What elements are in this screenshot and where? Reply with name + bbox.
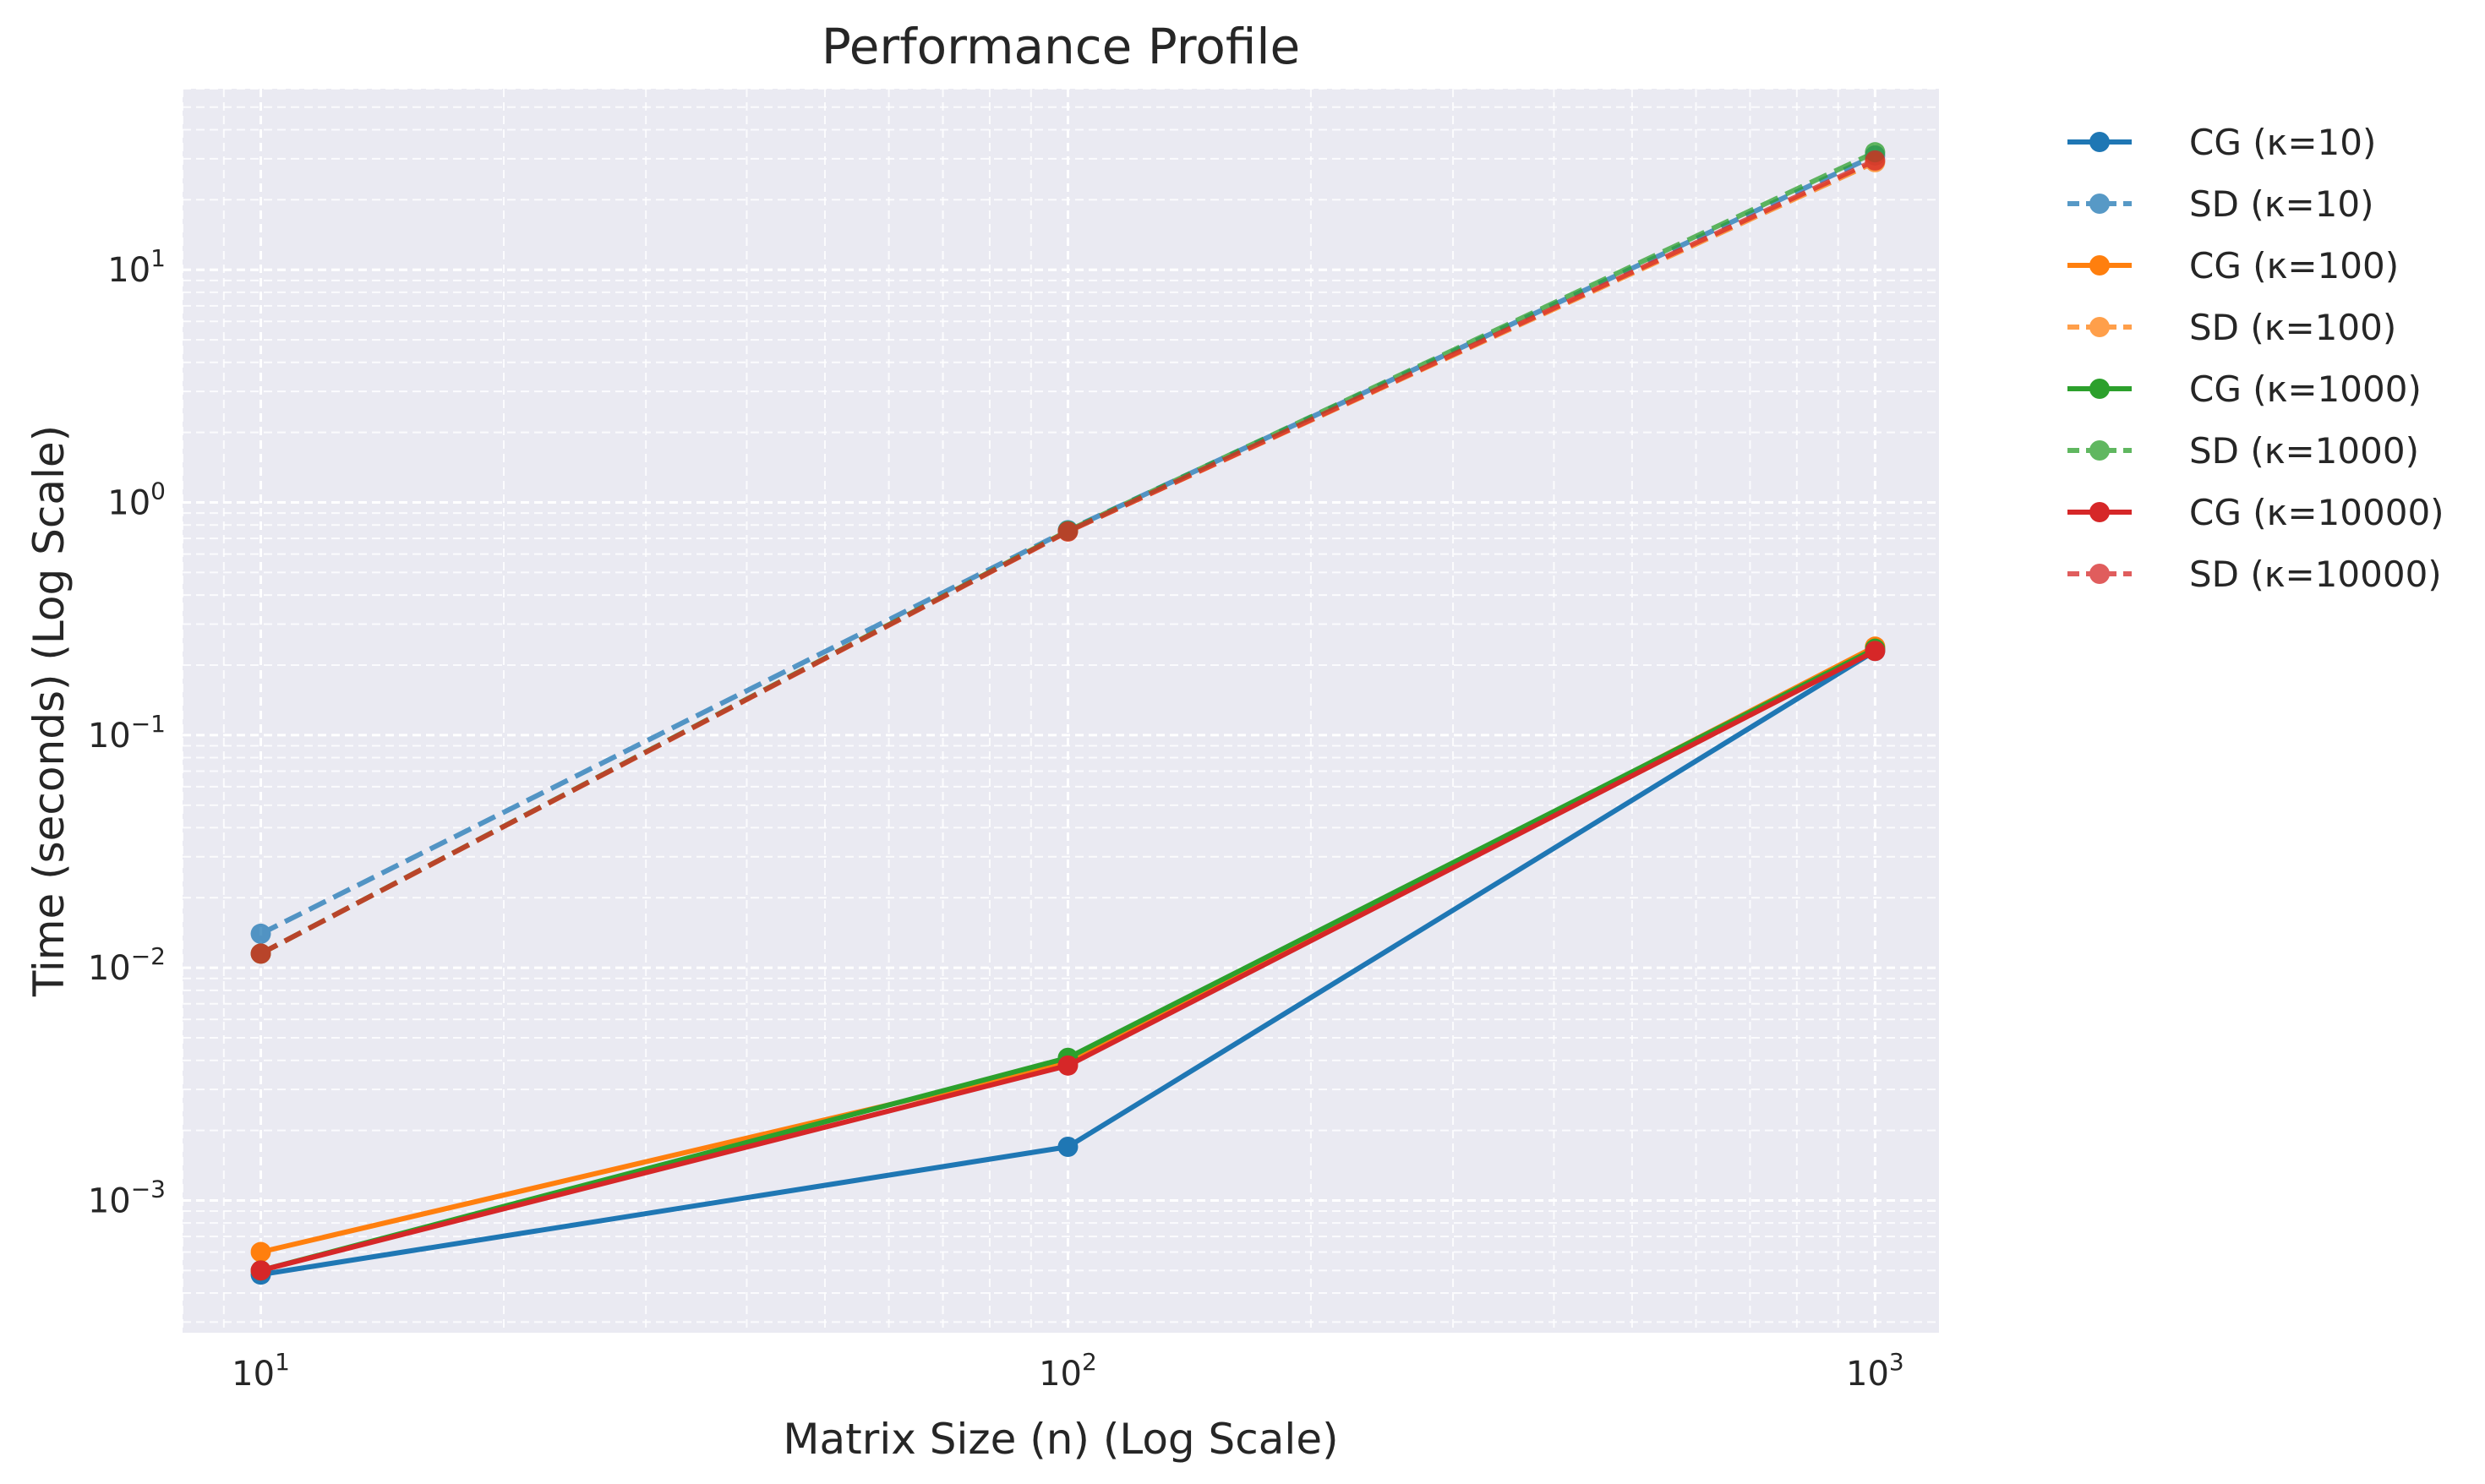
- y-tick-label: 101: [107, 244, 166, 290]
- legend-swatch-marker: [2089, 502, 2110, 522]
- series-6: [250, 641, 1886, 1281]
- series-7: [250, 150, 1886, 964]
- x-tick-label: 101: [232, 1348, 290, 1394]
- legend-label: CG (κ=100): [2189, 245, 2399, 286]
- legend-swatch-marker: [2089, 379, 2110, 399]
- data-point: [1057, 1055, 1079, 1076]
- legend-item: [2067, 317, 2132, 337]
- legend-label: CG (κ=10): [2189, 122, 2376, 163]
- legend-swatch-marker: [2089, 317, 2110, 337]
- legend-label: SD (κ=10000): [2189, 554, 2442, 595]
- data-point: [250, 1260, 271, 1281]
- y-axis-label: Time (seconds) (Log Scale): [25, 425, 74, 997]
- tick-labels: 101 102 103 10−3 10−2 10−1 100 101: [88, 244, 1904, 1394]
- legend-item: [2067, 379, 2132, 399]
- data-point: [250, 1241, 271, 1263]
- legend-item: [2067, 440, 2132, 461]
- x-axis-label: Matrix Size (n) (Log Scale): [783, 1415, 1338, 1464]
- legend-item: [2067, 132, 2132, 152]
- x-tick-label: 102: [1039, 1348, 1097, 1394]
- series-lines: [250, 142, 1886, 1285]
- legend-label: SD (κ=1000): [2189, 430, 2419, 472]
- data-point: [1865, 641, 1886, 662]
- legend-swatch-marker: [2089, 194, 2110, 214]
- legend-swatch-marker: [2089, 564, 2110, 584]
- legend: CG (κ=10) SD (κ=10) CG (κ=100) SD (κ=100) CG…: [2067, 122, 2444, 595]
- y-tick-label: 10−1: [88, 710, 166, 756]
- data-point: [250, 923, 271, 944]
- legend-swatch-marker: [2089, 132, 2110, 152]
- y-tick-label: 100: [107, 477, 166, 523]
- y-tick-label: 10−3: [88, 1175, 166, 1220]
- legend-item: [2067, 255, 2132, 276]
- legend-item: [2067, 502, 2132, 522]
- legend-swatch-marker: [2089, 440, 2110, 461]
- data-point: [250, 943, 271, 964]
- legend-item: [2067, 194, 2132, 214]
- data-point: [1865, 150, 1886, 171]
- legend-label: SD (κ=100): [2189, 307, 2396, 348]
- chart-title: Performance Profile: [822, 18, 1300, 75]
- x-tick-label: 103: [1846, 1348, 1904, 1394]
- legend-label: CG (κ=1000): [2189, 368, 2422, 410]
- legend-item: [2067, 564, 2132, 584]
- data-point: [1057, 1137, 1079, 1158]
- legend-swatch-marker: [2089, 255, 2110, 276]
- legend-label: CG (κ=10000): [2189, 492, 2444, 533]
- plot-background: [183, 89, 1939, 1333]
- y-tick-label: 10−2: [88, 942, 166, 988]
- legend-label: SD (κ=10): [2189, 183, 2374, 225]
- data-point: [1057, 521, 1079, 542]
